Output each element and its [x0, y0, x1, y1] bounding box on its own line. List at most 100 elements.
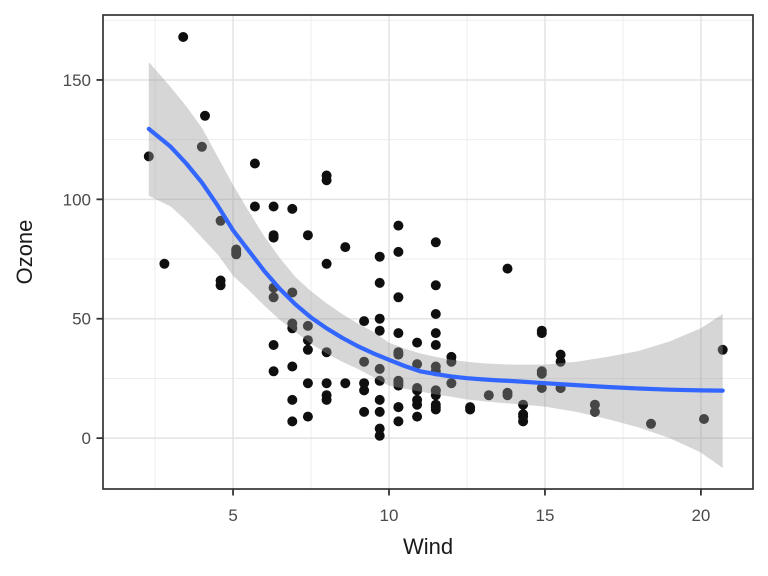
data-point: [393, 328, 404, 339]
data-point: [287, 323, 298, 334]
data-point: [536, 368, 547, 379]
data-point: [359, 406, 370, 417]
data-point: [646, 418, 656, 429]
data-point: [302, 230, 313, 241]
data-point: [412, 383, 423, 393]
x-tick-label: 15: [536, 506, 555, 525]
data-point: [374, 423, 385, 434]
data-point: [215, 275, 226, 286]
data-point: [465, 402, 476, 413]
data-point: [555, 356, 566, 367]
loess-smooth-line: [146, 126, 725, 393]
data-point: [483, 390, 494, 401]
data-point: [287, 416, 298, 427]
data-point: [430, 385, 441, 396]
data-point: [393, 347, 404, 358]
data-point: [215, 215, 226, 226]
data-point: [536, 328, 547, 339]
data-point: [178, 32, 189, 42]
data-point: [359, 356, 370, 367]
data-point: [268, 230, 279, 241]
data-point: [340, 242, 351, 253]
data-point: [717, 344, 728, 355]
x-axis-title: Wind: [402, 534, 454, 559]
data-point: [430, 340, 441, 350]
data-point: [374, 277, 385, 288]
data-point: [374, 313, 385, 324]
data-point: [287, 287, 298, 298]
data-point: [374, 430, 385, 441]
data-point: [430, 237, 441, 248]
data-point: [374, 394, 385, 405]
data-point: [446, 356, 457, 367]
data-point: [374, 406, 385, 417]
data-point: [393, 220, 404, 231]
data-point: [430, 402, 441, 413]
data-point: [430, 280, 441, 291]
data-point: [412, 394, 423, 405]
data-point: [359, 378, 370, 389]
data-point: [589, 406, 600, 417]
data-point: [430, 328, 441, 339]
data-point: [321, 170, 332, 181]
data-point: [374, 325, 385, 336]
x-tick-label: 5: [228, 506, 237, 525]
data-point: [412, 411, 423, 422]
data-point: [536, 383, 547, 393]
data-point: [412, 359, 423, 370]
data-point: [393, 402, 404, 413]
x-tick-label: 10: [380, 506, 399, 525]
data-point: [302, 335, 313, 346]
data-point: [321, 378, 332, 389]
x-tick-label: 20: [691, 506, 710, 525]
data-point: [268, 366, 279, 377]
data-point: [430, 309, 441, 319]
data-point: [287, 394, 298, 405]
data-point: [518, 399, 529, 410]
data-point: [268, 292, 279, 303]
data-point: [321, 258, 332, 269]
data-point: [393, 246, 404, 257]
data-point: [393, 375, 404, 386]
data-point: [699, 414, 709, 424]
data-point: [143, 151, 154, 162]
data-point: [302, 344, 313, 355]
data-point: [159, 258, 170, 269]
panel-border: [102, 14, 754, 490]
data-point: [200, 110, 210, 121]
data-point: [268, 340, 279, 350]
data-point: [231, 246, 242, 257]
data-point: [359, 385, 370, 396]
data-point: [287, 203, 298, 214]
data-point: [393, 292, 404, 303]
data-point: [249, 201, 260, 212]
data-point: [321, 390, 332, 401]
data-point: [359, 316, 370, 327]
y-tick-label: 150: [63, 71, 91, 90]
data-point: [374, 251, 385, 262]
y-tick-label: 100: [63, 190, 91, 209]
data-point: [321, 347, 332, 358]
data-point: [249, 158, 260, 169]
panel-background: [103, 15, 753, 489]
data-point: [302, 320, 313, 331]
data-point: [196, 141, 207, 152]
confidence-ribbon: [148, 62, 723, 468]
y-tick-label: 50: [72, 310, 91, 329]
data-point: [502, 390, 513, 401]
data-point: [302, 411, 313, 422]
data-point: [393, 416, 404, 427]
data-point: [589, 399, 600, 410]
data-point: [555, 349, 566, 360]
data-point: [446, 378, 457, 389]
data-point: [374, 375, 385, 386]
data-point: [302, 378, 313, 389]
data-point: [502, 263, 513, 274]
data-point: [287, 361, 298, 372]
data-point: [412, 337, 423, 348]
data-point: [340, 378, 351, 389]
y-axis-title: Ozone: [12, 219, 37, 285]
y-tick-label: 0: [82, 429, 91, 448]
